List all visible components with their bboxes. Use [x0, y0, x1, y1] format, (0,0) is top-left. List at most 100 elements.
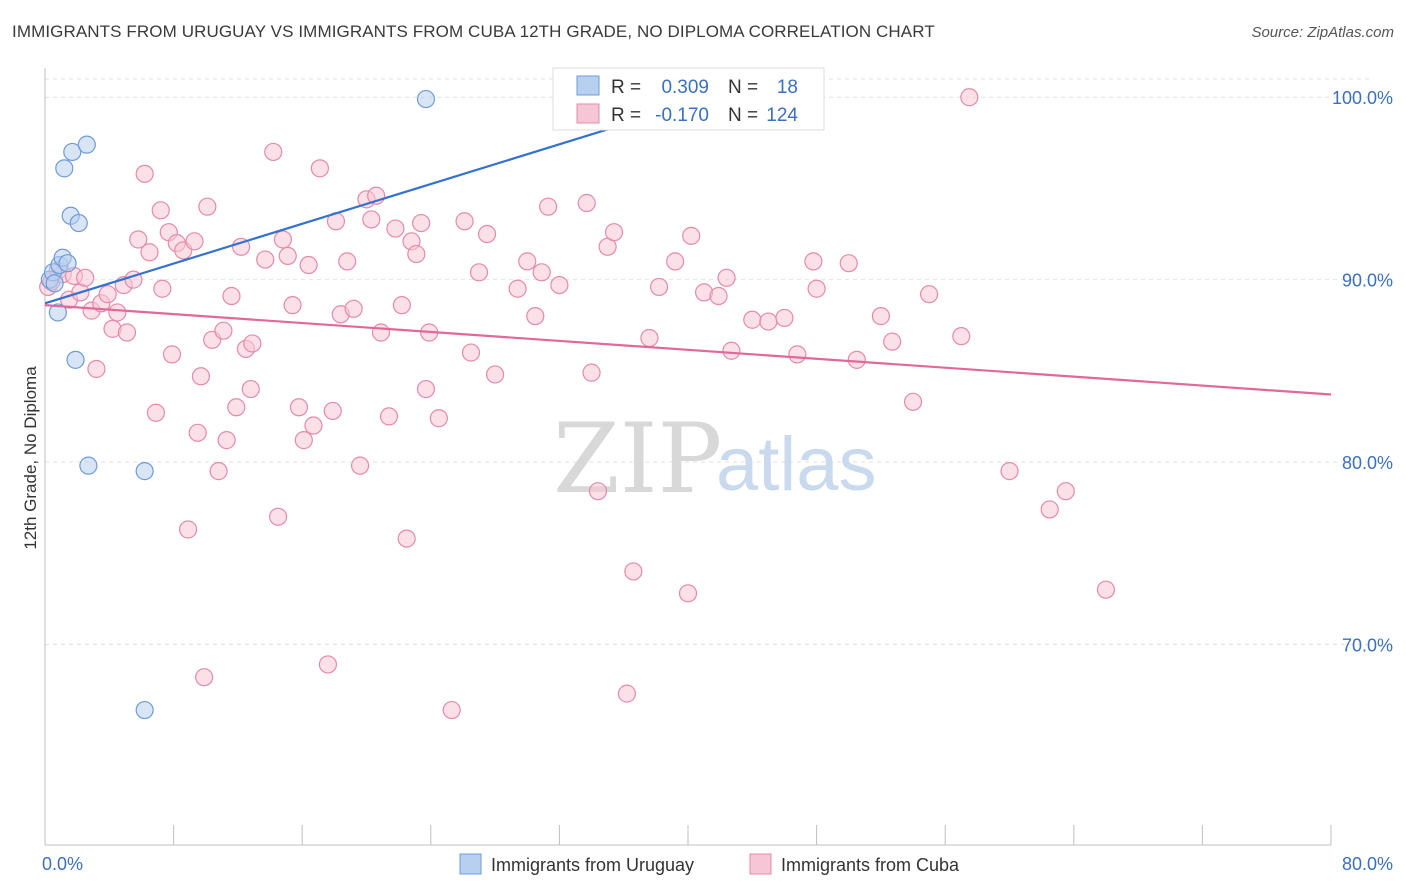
- cuba-point: [350, 456, 370, 475]
- cuba-point: [273, 230, 293, 249]
- cuba-point: [1096, 580, 1116, 599]
- uruguay-point: [416, 89, 436, 109]
- cuba-point: [709, 286, 728, 306]
- cuba-point: [227, 398, 246, 417]
- uruguay-point: [48, 303, 67, 322]
- uruguay-point: [135, 700, 154, 720]
- watermark-zip: ZIP: [553, 403, 722, 515]
- cuba-point: [278, 246, 297, 266]
- cuba-point: [214, 321, 233, 340]
- cuba-point: [960, 88, 979, 107]
- cuba-point: [185, 232, 204, 251]
- cuba-point: [666, 252, 685, 271]
- cuba-point: [217, 431, 236, 450]
- cuba-point: [508, 279, 527, 298]
- cuba-point: [526, 306, 545, 326]
- cuba-point: [283, 296, 302, 315]
- cuba-point: [129, 230, 148, 249]
- legend-uruguay-label[interactable]: Immigrants from Uruguay: [491, 855, 694, 875]
- cuba-point: [788, 345, 807, 364]
- stats-box: R = 0.309 N = 18 R = -0.170 N = 124: [552, 67, 825, 131]
- cuba-point: [759, 312, 778, 331]
- cuba-point: [1000, 462, 1019, 481]
- cuba-point: [412, 213, 431, 233]
- watermark-atlas: atlas: [716, 422, 877, 507]
- cuba-point: [397, 529, 416, 548]
- cuba-point: [1056, 482, 1075, 501]
- cuba-point: [146, 403, 166, 422]
- cuba-point: [304, 416, 323, 435]
- uruguay-point: [45, 274, 64, 293]
- x-tick-label: 80.0%: [1342, 854, 1393, 874]
- cuba-point: [903, 392, 923, 411]
- cuba-point: [117, 323, 137, 342]
- uruguay-point: [66, 350, 85, 369]
- stats-uruguay-n-value: 18: [777, 77, 798, 98]
- cuba-point: [108, 303, 127, 322]
- cuba-point: [135, 164, 154, 183]
- cuba-point: [338, 252, 357, 271]
- cuba-point: [151, 201, 170, 220]
- cuba-points: [39, 88, 1116, 720]
- uruguay-point: [69, 213, 88, 233]
- cuba-point: [294, 431, 313, 450]
- cuba-point: [682, 226, 701, 245]
- cuba-point: [743, 310, 762, 329]
- cuba-point: [344, 299, 363, 318]
- y-tick-label: 100.0%: [1332, 88, 1393, 108]
- cuba-point: [232, 237, 251, 256]
- cuba-point: [209, 462, 228, 481]
- cuba-point: [392, 296, 411, 315]
- cuba-point: [678, 584, 698, 603]
- stats-uruguay-swatch: [576, 75, 600, 96]
- legend-uruguay-swatch[interactable]: [459, 853, 482, 875]
- cuba-point: [871, 306, 891, 326]
- cuba-point: [461, 343, 481, 362]
- cuba-point: [577, 193, 596, 213]
- uruguay-point: [79, 456, 98, 475]
- cuba-point: [153, 279, 172, 298]
- cuba-point: [804, 252, 823, 271]
- gridlines: [45, 78, 1371, 645]
- cuba-point: [429, 409, 448, 428]
- cuba-point: [588, 482, 608, 501]
- stats-cuba-r-value: -0.170: [655, 105, 709, 126]
- cuba-point: [318, 655, 338, 674]
- cuba-point: [243, 334, 262, 353]
- cuba-point: [407, 244, 426, 264]
- cuba-point: [268, 507, 288, 526]
- legend-cuba-label[interactable]: Immigrants from Cuba: [781, 855, 960, 875]
- cuba-point: [604, 223, 624, 242]
- cuba-point: [416, 379, 436, 399]
- cuba-point: [717, 268, 736, 287]
- cuba-point: [807, 279, 826, 298]
- legend-cuba-swatch[interactable]: [749, 853, 772, 875]
- stats-cuba-swatch: [576, 103, 600, 124]
- cuba-point: [98, 285, 117, 304]
- cuba-point: [1040, 500, 1059, 519]
- cuba-point: [140, 243, 159, 262]
- cuba-point: [722, 341, 741, 360]
- cuba-point: [264, 142, 283, 162]
- cuba-point: [920, 285, 939, 304]
- cuba-point: [310, 159, 329, 178]
- uruguay-point: [63, 142, 82, 162]
- cuba-point: [379, 407, 399, 426]
- stats-uruguay-r-label: R =: [611, 77, 641, 98]
- cuba-point: [532, 263, 551, 282]
- y-tick-label: 90.0%: [1342, 271, 1393, 291]
- cuba-point: [477, 224, 497, 244]
- cuba-trend-line: [44, 304, 1332, 396]
- cuba-point: [952, 327, 971, 346]
- cuba-point: [371, 323, 391, 342]
- cuba-point: [582, 363, 601, 382]
- uruguay-points: [40, 89, 630, 720]
- stats-cuba-n-value: 124: [766, 105, 798, 126]
- uruguay-point: [135, 462, 154, 481]
- stats-cuba-r-label: R =: [611, 105, 641, 126]
- y-tick-label: 70.0%: [1342, 635, 1393, 655]
- x-tick-label: 0.0%: [42, 854, 83, 874]
- cuba-point: [87, 359, 106, 379]
- cuba-point: [198, 197, 217, 216]
